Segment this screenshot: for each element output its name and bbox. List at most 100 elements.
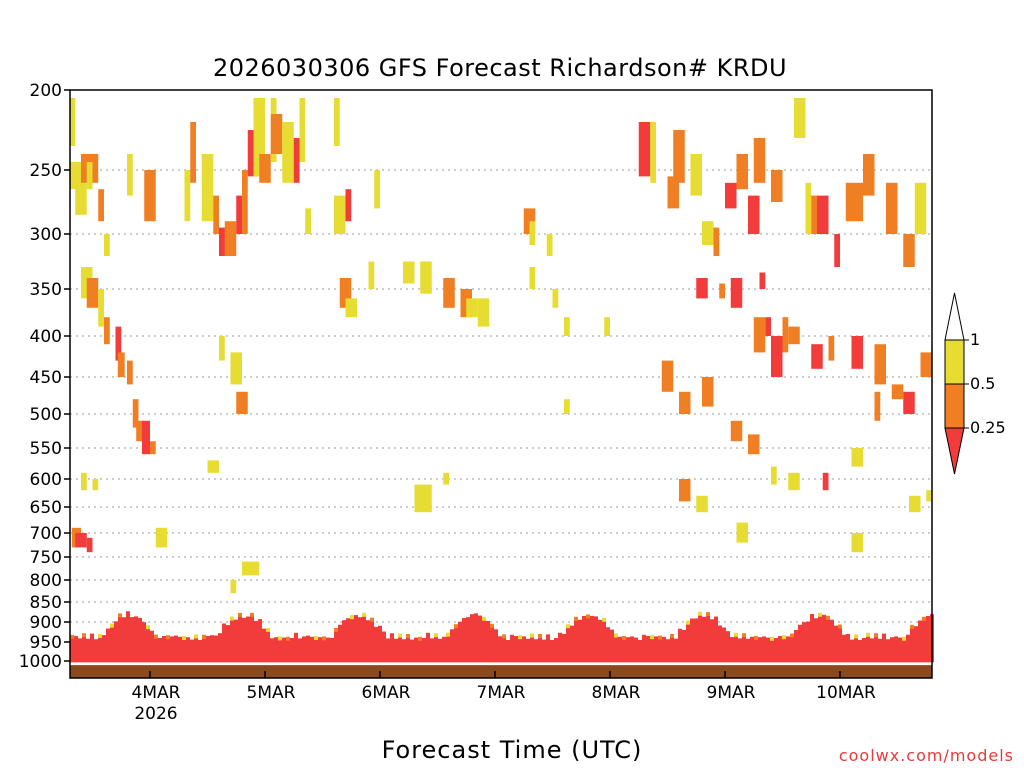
- surface-cell: [194, 634, 198, 639]
- surface-cell: [686, 620, 690, 625]
- surface-cell: [682, 629, 686, 663]
- y-tick-label: 450: [30, 368, 62, 388]
- ri-cell: [845, 182, 863, 222]
- surface-cell: [506, 640, 510, 663]
- surface-cell: [858, 640, 862, 663]
- surface-cell: [390, 636, 394, 663]
- surface-cell: [630, 636, 634, 641]
- surface-cell: [790, 633, 794, 638]
- surface-cell: [902, 636, 906, 641]
- surface-cell: [714, 619, 718, 663]
- ri-cell: [822, 472, 829, 491]
- legend-label: 1: [970, 330, 980, 349]
- surface-cell: [622, 639, 626, 663]
- surface-cell: [614, 636, 618, 663]
- surface-cell: [70, 634, 74, 639]
- ri-cell: [903, 234, 915, 267]
- ri-cell: [753, 317, 766, 353]
- ri-cell: [546, 234, 553, 256]
- x-tick-label: 9MAR: [707, 683, 756, 703]
- surface-cell: [326, 637, 330, 663]
- surface-cell: [266, 631, 270, 663]
- surface-cell: [534, 639, 538, 663]
- surface-cell: [126, 611, 130, 616]
- surface-cell: [594, 619, 598, 663]
- surface-cell: [478, 615, 482, 663]
- surface-cell: [754, 636, 758, 640]
- surface-cell: [110, 626, 114, 663]
- surface-cell: [490, 627, 494, 663]
- ri-cell: [98, 189, 104, 222]
- surface-cell: [874, 636, 878, 663]
- surface-cell: [830, 619, 834, 663]
- ri-cell: [794, 98, 806, 138]
- surface-cell: [818, 612, 822, 617]
- surface-cell: [502, 637, 506, 663]
- ri-cell: [259, 154, 271, 183]
- surface-cell: [666, 639, 670, 663]
- surface-cell: [654, 636, 658, 663]
- surface-cell: [386, 638, 390, 663]
- surface-cell: [242, 618, 246, 663]
- ri-cell: [736, 154, 748, 190]
- y-tick-label: 550: [30, 439, 62, 459]
- surface-cell: [454, 624, 458, 629]
- ri-cell: [667, 176, 679, 209]
- surface-cell: [494, 629, 498, 663]
- surface-cell: [894, 636, 898, 641]
- ri-cell: [696, 495, 708, 513]
- surface-cell: [678, 631, 682, 663]
- surface-cell: [698, 611, 702, 616]
- y-tick-label: 250: [30, 161, 62, 181]
- surface-cell: [406, 637, 410, 663]
- ri-cell: [874, 344, 886, 385]
- surface-cell: [282, 637, 286, 663]
- surface-cell: [306, 635, 310, 640]
- ri-cell: [117, 352, 125, 377]
- ri-cell: [529, 267, 536, 289]
- ri-cell: [828, 336, 835, 361]
- ri-cell: [75, 533, 87, 548]
- surface-cell: [578, 619, 582, 663]
- ri-cell: [230, 352, 242, 385]
- ri-cell: [926, 490, 932, 502]
- surface-cell: [346, 618, 350, 663]
- surface-cell: [322, 639, 326, 663]
- surface-cell: [294, 636, 298, 663]
- surface-cell: [274, 637, 278, 663]
- ri-cell: [771, 170, 783, 202]
- y-axis: 200 250 300 350 400 450 500 550 600 650 700 750 8008…: [19, 81, 70, 672]
- surface-cell: [334, 631, 338, 663]
- surface-cell: [278, 639, 282, 663]
- surface-cell: [234, 619, 238, 663]
- surface-cell: [570, 625, 574, 663]
- ri-cell: [345, 189, 352, 222]
- ri-cell: [92, 479, 99, 491]
- surface-cell: [542, 639, 546, 663]
- surface-cell: [630, 639, 634, 663]
- surface-cell: [762, 639, 766, 663]
- surface-cell: [662, 636, 666, 663]
- ri-cell: [213, 195, 219, 234]
- x-tick-label: 7MAR: [477, 683, 526, 703]
- surface-cell: [398, 633, 402, 638]
- surface-cell: [838, 624, 842, 629]
- ri-cell: [242, 561, 260, 576]
- surface-cell: [446, 632, 450, 637]
- surface-cell: [762, 636, 766, 641]
- surface-cell: [442, 636, 446, 663]
- surface-cell: [122, 617, 126, 663]
- credit-link[interactable]: coolwx.com/models: [839, 746, 1014, 765]
- ri-cell: [874, 391, 881, 421]
- ri-cell: [443, 278, 455, 308]
- ri-cell: [104, 317, 110, 345]
- surface-cell: [850, 639, 854, 663]
- surface-cell: [646, 636, 650, 663]
- surface-cell: [398, 636, 402, 663]
- surface-cell: [734, 636, 738, 663]
- ri-cell: [771, 466, 777, 485]
- ri-cell: [334, 195, 346, 234]
- surface-cell: [526, 638, 530, 663]
- surface-cell: [546, 634, 550, 639]
- ri-cell: [155, 527, 168, 548]
